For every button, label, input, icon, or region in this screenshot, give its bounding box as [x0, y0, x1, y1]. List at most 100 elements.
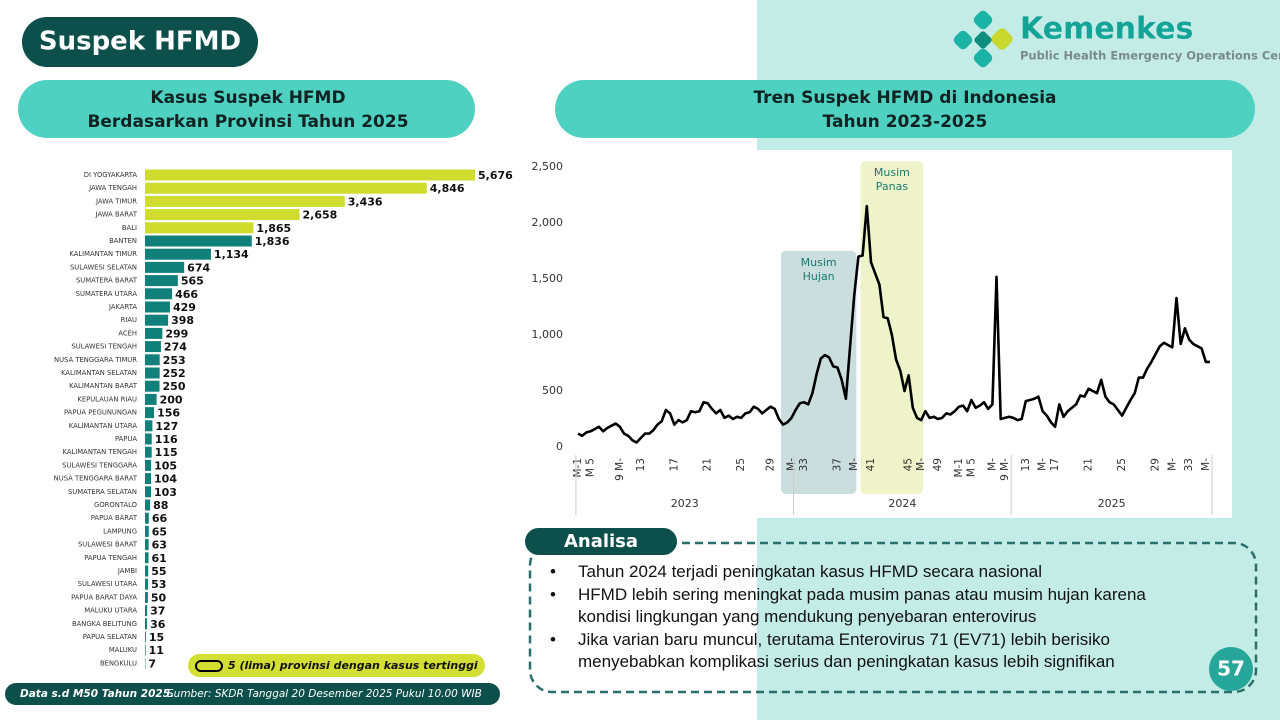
value-label: 65 — [152, 525, 167, 538]
province-label: ACEH — [118, 329, 137, 337]
value-label: 274 — [164, 341, 187, 354]
x-tick-label: M- — [1200, 458, 1212, 471]
y-tick-label: 1,000 — [532, 328, 564, 341]
analysis-list: Tahun 2024 terjadi peningkatan kasus HFM… — [548, 561, 1188, 674]
year-label: 2023 — [671, 497, 699, 510]
footer-period: Data s.d M50 Tahun 2025. — [20, 688, 174, 700]
x-tick-label: 21 — [702, 458, 714, 471]
value-label: 398 — [171, 314, 194, 327]
season-label: Musim — [874, 166, 910, 179]
province-label: BANTEN — [109, 237, 137, 245]
value-label: 252 — [163, 367, 186, 380]
bar — [145, 486, 151, 498]
value-label: 253 — [163, 354, 186, 367]
value-label: 1,134 — [214, 248, 249, 261]
value-label: 103 — [154, 486, 177, 499]
value-label: 88 — [153, 499, 168, 512]
x-tick-label: M-1 — [953, 458, 965, 478]
bar — [145, 235, 252, 247]
season-label: Musim — [801, 256, 837, 269]
bar — [145, 380, 160, 392]
value-label: 50 — [151, 591, 167, 604]
y-tick-label: 500 — [542, 384, 563, 397]
line-title: Tren Suspek HFMD di Indonesia — [753, 88, 1056, 108]
x-tick-label: M- — [1037, 458, 1049, 471]
province-label: PAPUA TENGAH — [84, 554, 137, 562]
value-label: 299 — [165, 327, 188, 340]
analysis-bullet: HFMD lebih sering meningkat pada musim p… — [548, 584, 1188, 629]
y-tick-label: 1,500 — [532, 272, 564, 285]
x-tick-label: 17 — [1049, 458, 1061, 471]
season-label: Hujan — [803, 270, 835, 283]
value-label: 250 — [163, 380, 186, 393]
value-label: 37 — [150, 605, 165, 618]
bar-title-pill — [18, 80, 475, 138]
x-tick-label: M- — [915, 458, 927, 471]
province-label: SULAWESI TENGAH — [71, 343, 137, 351]
province-label: PAPUA BARAT — [91, 514, 138, 522]
value-label: 36 — [150, 618, 166, 631]
analysis-title: Analisa — [564, 531, 638, 552]
bar — [145, 539, 149, 551]
bar — [145, 288, 173, 300]
province-label: JAWA BARAT — [95, 211, 138, 219]
bar — [145, 420, 153, 432]
bar — [145, 578, 149, 590]
province-label: SUMATERA SELATAN — [68, 488, 137, 496]
x-tick-label: 49 — [932, 458, 944, 471]
x-tick-label: 29 — [1150, 458, 1162, 471]
bar — [145, 195, 345, 207]
bar — [145, 407, 155, 419]
province-label: JAKARTA — [108, 303, 137, 311]
province-label: KALIMANTAN BARAT — [69, 382, 138, 390]
province-label: JAMBI — [117, 567, 137, 575]
value-label: 3,436 — [348, 195, 383, 208]
province-label: SULAWESI BARAT — [78, 541, 138, 549]
bar — [145, 261, 185, 273]
x-tick-label: M- — [1166, 458, 1178, 471]
header-pill — [22, 17, 258, 67]
province-label: JAWA TIMUR — [95, 197, 137, 205]
province-label: GORONTALO — [94, 501, 137, 509]
bar — [145, 591, 148, 603]
province-label: JAWA TENGAH — [88, 184, 137, 192]
analysis-pill — [525, 528, 677, 555]
province-label: PAPUA SELATAN — [83, 633, 137, 641]
province-label: KALIMANTAN SELATAN — [61, 369, 137, 377]
province-label: BALI — [122, 224, 137, 232]
value-label: 466 — [175, 288, 198, 301]
bar-title: Berdasarkan Provinsi Tahun 2025 — [87, 112, 408, 132]
province-label: LAMPUNG — [103, 527, 137, 535]
province-label: KALIMANTAN TIMUR — [69, 250, 137, 258]
x-tick-label: 37 — [831, 458, 843, 471]
value-label: 116 — [155, 433, 178, 446]
value-label: 7 — [148, 657, 156, 670]
province-label: KEPULAUAN RIAU — [77, 395, 137, 403]
value-label: 15 — [149, 631, 164, 644]
bar — [145, 209, 300, 221]
province-label: NUSA TENGGARA BARAT — [54, 475, 138, 483]
province-label: PAPUA PEGUNUNGAN — [64, 409, 137, 417]
value-label: 105 — [154, 459, 177, 472]
x-tick-label: 25 — [1116, 458, 1128, 471]
province-label: SUMATERA BARAT — [76, 277, 138, 285]
value-label: 1,865 — [256, 222, 291, 235]
value-label: 429 — [173, 301, 196, 314]
bar — [145, 459, 152, 471]
province-label: SUMATERA UTARA — [76, 290, 138, 298]
province-label: BANGKA BELITUNG — [72, 620, 137, 628]
province-label: NUSA TENGGARA TIMUR — [54, 356, 137, 364]
bar — [145, 341, 161, 353]
bar — [145, 327, 163, 339]
province-label: PAPUA BARAT DAYA — [71, 593, 137, 601]
province-label: SULAWESI SELATAN — [70, 263, 137, 271]
value-label: 53 — [151, 578, 166, 591]
x-tick-label: M- — [848, 458, 860, 471]
bar — [145, 631, 146, 643]
bar — [145, 248, 211, 260]
bar — [145, 354, 160, 366]
season-band — [860, 161, 924, 494]
bar — [145, 499, 151, 511]
x-tick-label: 33 — [1183, 458, 1195, 471]
analysis-bullet: Tahun 2024 terjadi peningkatan kasus HFM… — [548, 561, 1188, 584]
